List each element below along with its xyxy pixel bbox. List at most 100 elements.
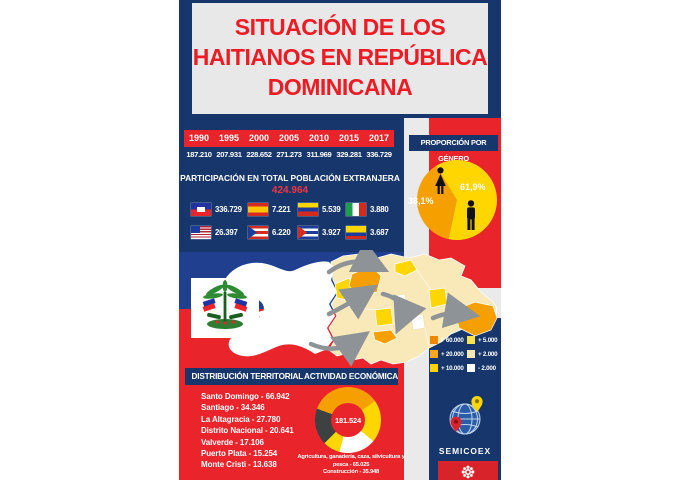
legend-swatch-10000 <box>430 364 438 372</box>
year-header: 2017 <box>368 133 390 143</box>
legend-item: + 5.000 <box>467 333 500 347</box>
legend-swatch-5000 <box>467 336 475 344</box>
puerto-rico-flag-icon <box>248 226 268 239</box>
legend-label: + 5.000 <box>478 336 498 344</box>
population-value: 187.210 <box>186 150 212 159</box>
yellow-pin-icon <box>471 396 483 412</box>
territorial-item: La Altagracia - 27.780 <box>201 414 281 424</box>
university-emblem-box <box>438 461 498 480</box>
nationality-count: 7.221 <box>272 205 291 214</box>
title-line-3: DOMINICANA <box>267 74 413 100</box>
economic-section-header: ACTIVIDAD ECONÓMICA (PEA) <box>304 368 398 398</box>
legend-item: - 2.000 <box>467 361 500 375</box>
nationality-count: 5.539 <box>322 205 341 214</box>
year-header: 2015 <box>338 133 360 143</box>
territorial-item: Santo Domingo - 66.942 <box>201 392 290 401</box>
legend-swatch-2000 <box>467 350 475 358</box>
legend-item: + 2.000 <box>467 347 500 361</box>
population-value: 228.652 <box>246 150 272 159</box>
territorial-item: Valverde - 17.106 <box>201 437 264 447</box>
semicoex-globe-icon <box>444 392 488 449</box>
university-seal-icon <box>461 465 475 479</box>
dr-flag-blue-quarter <box>429 318 501 480</box>
nationality-venezuela: 5.539 <box>298 203 346 216</box>
italy-flag-icon <box>346 203 366 216</box>
year-header: 2000 <box>248 133 270 143</box>
legend-label: + 10.000 <box>441 364 464 372</box>
nationality-haiti: 336.729 <box>191 203 248 216</box>
participation-total: 424.964 <box>271 185 309 196</box>
territorial-item: Puerto Plata - 15.254 <box>201 449 278 459</box>
province-yellow <box>428 287 448 309</box>
economic-caption-line: Construcción - 35.948 <box>322 469 380 476</box>
nationalities-row-2: 26.397 6.220 3.927 3.687 <box>191 226 397 239</box>
territorial-item: Santiago - 34.346 <box>201 403 265 413</box>
nationality-colombia: 3.687 <box>346 226 397 239</box>
cuba-flag-icon <box>298 226 318 239</box>
legend-swatch-60000 <box>430 336 438 344</box>
population-year-header-row: 1990 1995 2000 2005 2010 2015 2017 <box>184 130 394 147</box>
province-yellow <box>374 307 394 327</box>
year-header: 1990 <box>188 133 210 143</box>
woman-icon <box>432 167 449 195</box>
arrow-east <box>430 292 481 329</box>
man-icon <box>463 200 479 231</box>
gender-section-header: PROPORCIÓN POR GÉNERO <box>409 135 498 163</box>
year-header: 2010 <box>308 133 330 143</box>
usa-flag-icon <box>191 226 211 239</box>
population-value: 336.729 <box>366 150 392 159</box>
participation-label: PARTICIPACIÓN EN TOTAL POBLACIÓN EXTRANJ… <box>180 173 400 183</box>
arrow-center <box>326 284 379 320</box>
nationality-count: 3.927 <box>322 228 341 237</box>
legend-label: + 60.000 <box>441 336 464 344</box>
hispaniola-migration-map <box>191 250 498 367</box>
title-panel <box>192 3 488 114</box>
nationality-italy: 3.880 <box>346 203 397 216</box>
legend-swatch-20000 <box>430 350 438 358</box>
legend-label: + 20.000 <box>441 350 464 358</box>
haiti-flag-icon <box>191 203 211 216</box>
nationality-count: 3.880 <box>370 205 389 214</box>
male-percentage: 61,9% <box>460 182 486 192</box>
nationality-spain: 7.221 <box>248 203 298 216</box>
nationality-count: 26.397 <box>215 228 238 237</box>
economic-caption: Agricultura, ganadería, caza, silvicultu… <box>293 454 409 477</box>
nationality-puerto-rico: 6.220 <box>248 226 298 239</box>
population-value: 329.281 <box>336 150 362 159</box>
population-value: 311.969 <box>306 150 332 159</box>
population-values-row: 187.210 207.931 228.652 271.273 311.969 … <box>184 149 394 161</box>
semicoex-wordmark: SEMICOEX <box>438 446 492 456</box>
arrow-south <box>308 331 370 367</box>
territorial-list: Santo Domingo - 66.942 Santiago - 34.346… <box>185 391 334 471</box>
female-percentage: 38,1% <box>408 196 434 206</box>
page-title: SITUACIÓN DE LOS HAITIANOS EN REPÚBLICA … <box>192 12 488 102</box>
population-value: 207.931 <box>216 150 242 159</box>
haiti-coat-of-arms <box>191 278 259 338</box>
territorial-section-header: DISTRIBUCIÓN TERRITORIAL (2017) <box>185 368 334 385</box>
nationality-count: 3.687 <box>370 228 389 237</box>
legend-label: + 2.000 <box>478 350 498 358</box>
arrow-center-down <box>380 291 427 335</box>
venezuela-flag-icon <box>298 203 318 216</box>
title-line-2: HAITIANOS EN REPÚBLICA <box>192 44 488 70</box>
year-header: 1995 <box>218 133 240 143</box>
economic-caption-line: Agricultura, ganadería, caza, silvicultu… <box>297 454 405 460</box>
legend-item: + 20.000 <box>430 347 467 361</box>
gender-pie-chart <box>417 160 497 240</box>
map-legend: + 60.000 + 20.000 + 10.000 + 5.000 + 2.0… <box>430 333 500 375</box>
legend-label: - 2.000 <box>478 364 496 372</box>
colombia-flag-icon <box>346 226 366 239</box>
nationality-usa: 26.397 <box>191 226 248 239</box>
spain-flag-icon <box>248 203 268 216</box>
province-white <box>410 313 426 331</box>
red-pin-icon <box>450 416 462 432</box>
economic-donut-chart: 181.524 <box>315 387 381 453</box>
nationality-count: 336.729 <box>215 205 242 214</box>
nationalities-row-1: 336.729 7.221 5.539 3.880 <box>191 203 397 216</box>
economic-caption-line: pesca - 65.025 <box>332 461 370 468</box>
territorial-item: Monte Cristi - 13.638 <box>201 460 277 470</box>
province-orange-santo-domingo <box>372 329 398 345</box>
gonave-island <box>257 310 273 318</box>
nationality-count: 6.220 <box>272 228 291 237</box>
